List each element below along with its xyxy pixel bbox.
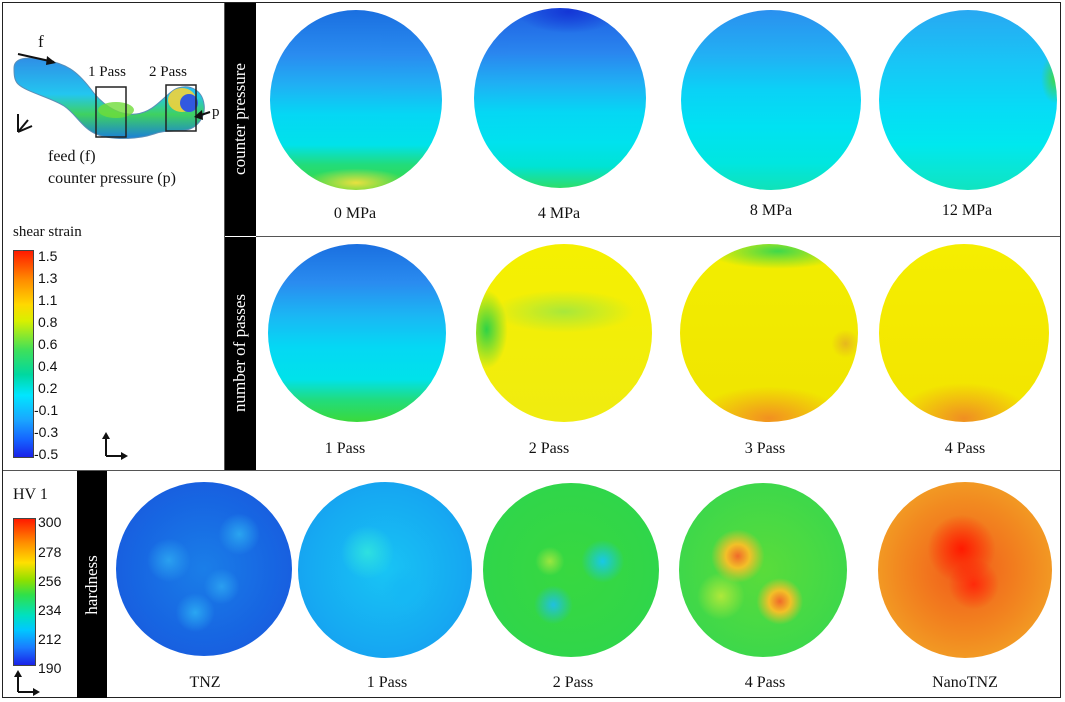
divider-bottom-section bbox=[3, 470, 1060, 471]
shear-tick: 1.1 bbox=[38, 292, 58, 308]
counter-pressure-text: counter pressure (p) bbox=[48, 170, 176, 187]
hardness-tick: 234 bbox=[38, 602, 62, 618]
caption-2pass: 2 Pass bbox=[528, 440, 570, 457]
hardness-tick: 300 bbox=[38, 514, 62, 530]
shear-tick: 1.3 bbox=[38, 270, 58, 286]
strain-map-3pass bbox=[680, 244, 858, 422]
hardness-tick: 212 bbox=[38, 631, 62, 647]
shear-tick: -0.5 bbox=[34, 446, 59, 462]
shear-tick: -0.1 bbox=[34, 402, 59, 418]
pass2-box bbox=[165, 84, 197, 132]
hardness-map-nanotnz bbox=[878, 482, 1052, 658]
strain-map-12mpa bbox=[879, 10, 1057, 190]
pass1-label: 1 Pass bbox=[88, 64, 126, 80]
caption-8mpa: 8 MPa bbox=[749, 202, 793, 219]
strain-map-4mpa bbox=[474, 8, 646, 188]
strain-map-1pass bbox=[268, 244, 446, 422]
caption-tnz: TNZ bbox=[189, 674, 221, 691]
hardness-map-tnz bbox=[116, 482, 292, 656]
hardness-map-1pass bbox=[298, 482, 472, 658]
caption-hardness-1pass: 1 Pass bbox=[366, 674, 408, 691]
row-label-number-of-passes: number of passes bbox=[230, 293, 249, 413]
caption-4mpa: 4 MPa bbox=[537, 205, 581, 222]
feed-text: feed (f) bbox=[48, 148, 96, 165]
pass1-box bbox=[95, 86, 127, 138]
shear-tick: -0.3 bbox=[34, 424, 59, 440]
strain-map-0mpa bbox=[270, 10, 442, 190]
hardness-legend-title: HV 1 bbox=[13, 486, 48, 503]
hardness-tick: 190 bbox=[38, 660, 62, 676]
shear-colorbar bbox=[13, 250, 34, 458]
strain-map-2pass bbox=[476, 244, 652, 422]
row-label-bar-hardness bbox=[77, 471, 107, 698]
caption-hardness-2pass: 2 Pass bbox=[552, 674, 594, 691]
caption-4pass: 4 Pass bbox=[944, 440, 986, 457]
axis-triad-icon bbox=[17, 114, 33, 133]
schematic-panel: f 1 Pass 2 Pass p feed (f) counter press… bbox=[6, 30, 221, 200]
axis-triad-icon bbox=[14, 670, 40, 696]
row-label-hardness: hardness bbox=[82, 555, 101, 615]
shear-legend-title: shear strain bbox=[13, 224, 82, 240]
axis-triad-icon bbox=[102, 432, 128, 460]
strain-map-8mpa bbox=[681, 10, 861, 190]
hardness-tick: 256 bbox=[38, 573, 62, 589]
shear-tick: 0.6 bbox=[38, 336, 58, 352]
pressure-arrow-label: p bbox=[212, 104, 220, 120]
caption-0mpa: 0 MPa bbox=[333, 205, 377, 222]
hardness-colorbar bbox=[13, 518, 36, 666]
divider-middle-row bbox=[256, 236, 1060, 237]
shear-tick: 0.4 bbox=[38, 358, 58, 374]
divider-left-panel bbox=[224, 3, 225, 470]
caption-hardness-4pass: 4 Pass bbox=[744, 674, 786, 691]
caption-1pass: 1 Pass bbox=[324, 440, 366, 457]
billet-schematic bbox=[13, 53, 211, 139]
hardness-map-4pass bbox=[679, 483, 847, 657]
caption-3pass: 3 Pass bbox=[744, 440, 786, 457]
shear-tick: 1.5 bbox=[38, 248, 58, 264]
row-label-counter-pressure: counter pressure bbox=[230, 63, 249, 175]
caption-12mpa: 12 MPa bbox=[941, 202, 993, 219]
pass2-label: 2 Pass bbox=[149, 64, 187, 80]
strain-map-4pass bbox=[879, 244, 1049, 422]
shear-tick: 0.8 bbox=[38, 314, 58, 330]
feed-arrow-label: f bbox=[38, 32, 44, 51]
row-label-bar-passes bbox=[225, 237, 256, 470]
shear-tick: 0.2 bbox=[38, 380, 58, 396]
caption-nanotnz: NanoTNZ bbox=[932, 674, 998, 691]
hardness-tick: 278 bbox=[38, 544, 62, 560]
row-label-bar-counter bbox=[225, 3, 256, 236]
hardness-map-2pass bbox=[483, 483, 659, 657]
